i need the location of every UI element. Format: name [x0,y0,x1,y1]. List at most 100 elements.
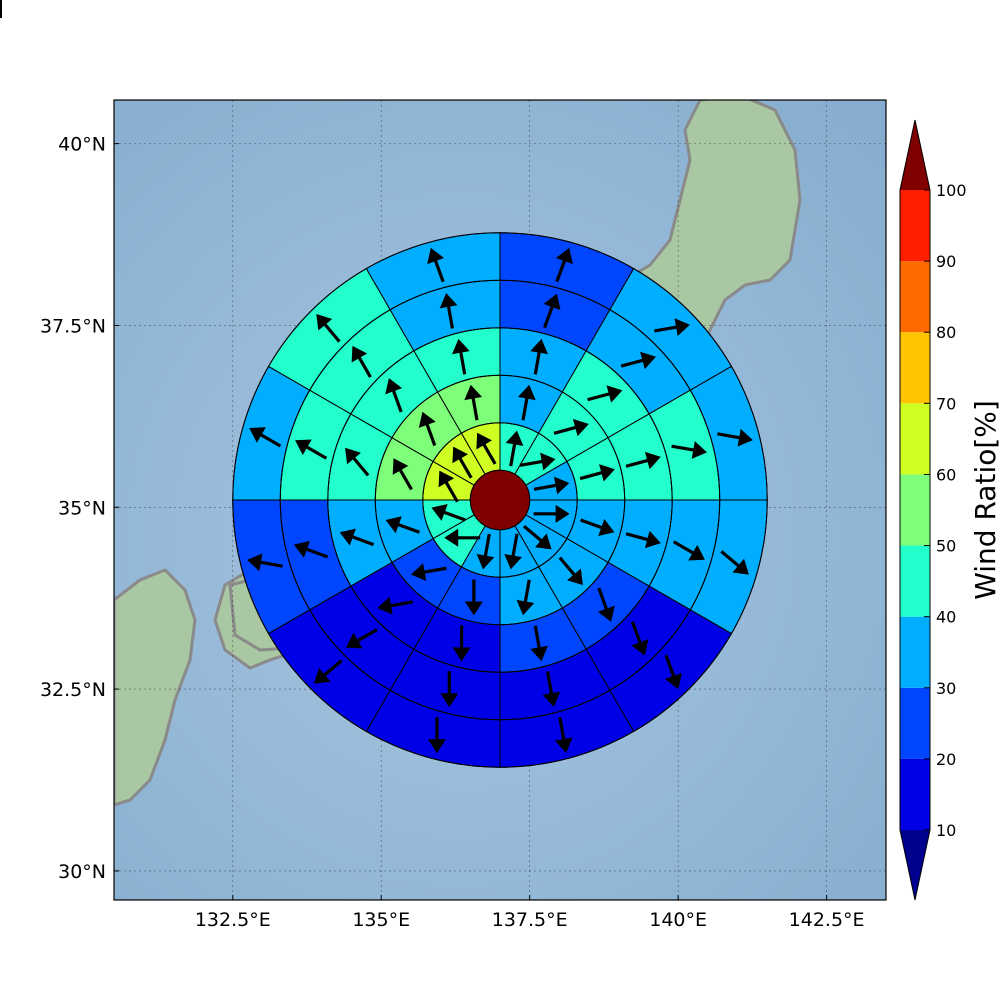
wind-arrow-shape [476,533,495,570]
y-tick-label: 30°N [58,861,106,883]
wind-arrow [517,384,536,421]
wind-arrow [293,540,329,559]
wind-arrow [452,338,470,375]
wind-arrow [533,476,570,495]
y-tick-label: 40°N [58,134,106,156]
wind-arrow [504,533,523,570]
wind-arrow [630,621,649,656]
wind-arrow-shape [587,385,623,403]
wind-arrow-shape [522,524,552,550]
wind-arrow [476,533,495,570]
wind-arrow [452,625,471,662]
colorbar-tick-label: 60 [936,465,956,484]
colorbar-tick-label: 100 [936,181,967,200]
wind-arrow-shape [345,447,370,477]
wind-arrow-shape [625,530,661,549]
wind-arrow-shape [517,384,536,421]
wind-arrow-shape [295,439,328,460]
wind-arrow [553,418,589,437]
wind-arrow-shape [597,587,615,622]
wind-arrow [543,293,561,329]
colorbar-tick-label: 30 [936,679,956,698]
wind-arrow [522,524,552,550]
wind-arrow [247,553,283,572]
x-tick-label: 135°E [352,909,410,931]
wind-arrow-shape [476,432,497,465]
wind-arrow-shape [444,528,481,547]
wind-arrow [464,579,483,616]
wind-arrow [438,470,459,503]
wind-arrow-shape [385,516,420,534]
wind-arrow [464,384,483,421]
wind-arrow-shape [504,533,523,570]
wind-arrow-shape [579,464,615,482]
wind-arrow-shape [671,441,708,459]
colorbar-tick-label: 20 [936,750,956,769]
wind-arrow-shape [664,654,682,690]
ring-outline [327,327,673,673]
wind-arrow [410,563,447,581]
wind-arrow-shape [427,717,446,754]
wind-arrow-shape [554,717,573,753]
map-frame [113,99,887,901]
wind-arrow [664,654,682,690]
wind-arrow [377,596,414,615]
y-axis-ticks: 30°N 32.5°N 35°N 37.5°N 40°N [40,134,119,883]
wind-arrow [345,447,370,477]
colorbar-segment [900,474,930,546]
wind-arrow [587,385,623,403]
wind-arrow [580,518,615,536]
wind-arrow [427,247,445,283]
wind-arrow [345,628,378,649]
colorbar-tick-label: 50 [936,537,956,556]
wind-arrow-shape [0,0,2,18]
wind-arrow-shape [533,476,570,495]
wind-arrow-shape [464,579,483,616]
wind-arrow [439,292,458,329]
colorbar-segment [900,758,930,830]
wind-arrow-shape [249,427,282,448]
colorbar-tick-label: 70 [936,394,956,413]
wind-arrow-shape [630,621,649,656]
x-tick-label: 132.5°E [195,909,271,931]
wind-arrow [314,659,343,684]
wind-arrow-shape [385,378,403,413]
wind-arrow-shape [558,556,583,586]
wind-arrow [671,441,708,459]
wind-arrow [452,446,473,479]
wind-arrow [0,0,2,18]
wind-arrow-shape [505,430,524,467]
wind-arrow-shape [452,625,471,662]
wind-arrow [554,717,573,753]
y-tick-label: 37.5°N [40,315,106,337]
wind-arrow-shape [530,338,548,375]
wind-arrow [530,338,548,375]
wind-arrow [558,556,583,586]
wind-arrow [542,671,561,708]
wind-arrow-shape [439,292,458,329]
y-tick-label: 35°N [58,497,106,519]
x-tick-label: 137.5°E [492,909,568,931]
wind-vectors [0,0,753,754]
wind-arrow-shape [654,318,690,337]
wind-arrow-shape [418,411,437,447]
wind-arrow-shape [345,628,378,649]
wind-arrow-shape [530,625,548,662]
wind-arrow [385,516,420,534]
wind-arrow-shape [625,451,661,470]
wind-arrow [385,378,403,413]
wind-arrow [717,428,753,447]
x-tick-label: 142.5°E [789,909,865,931]
colorbar-segment [900,332,930,404]
colorbar-segment [900,545,930,617]
colorbar-tick-label: 10 [936,821,956,840]
wind-arrow-shape [720,550,749,575]
wind-arrow-shape [620,351,656,370]
colorbar-under-extension [900,830,930,900]
kyushu-land [114,568,197,807]
wind-arrow-shape [516,579,535,616]
wind-arrow-shape [427,247,445,283]
wind-arrow [316,314,341,343]
colorbar-tick-label: 90 [936,252,956,271]
